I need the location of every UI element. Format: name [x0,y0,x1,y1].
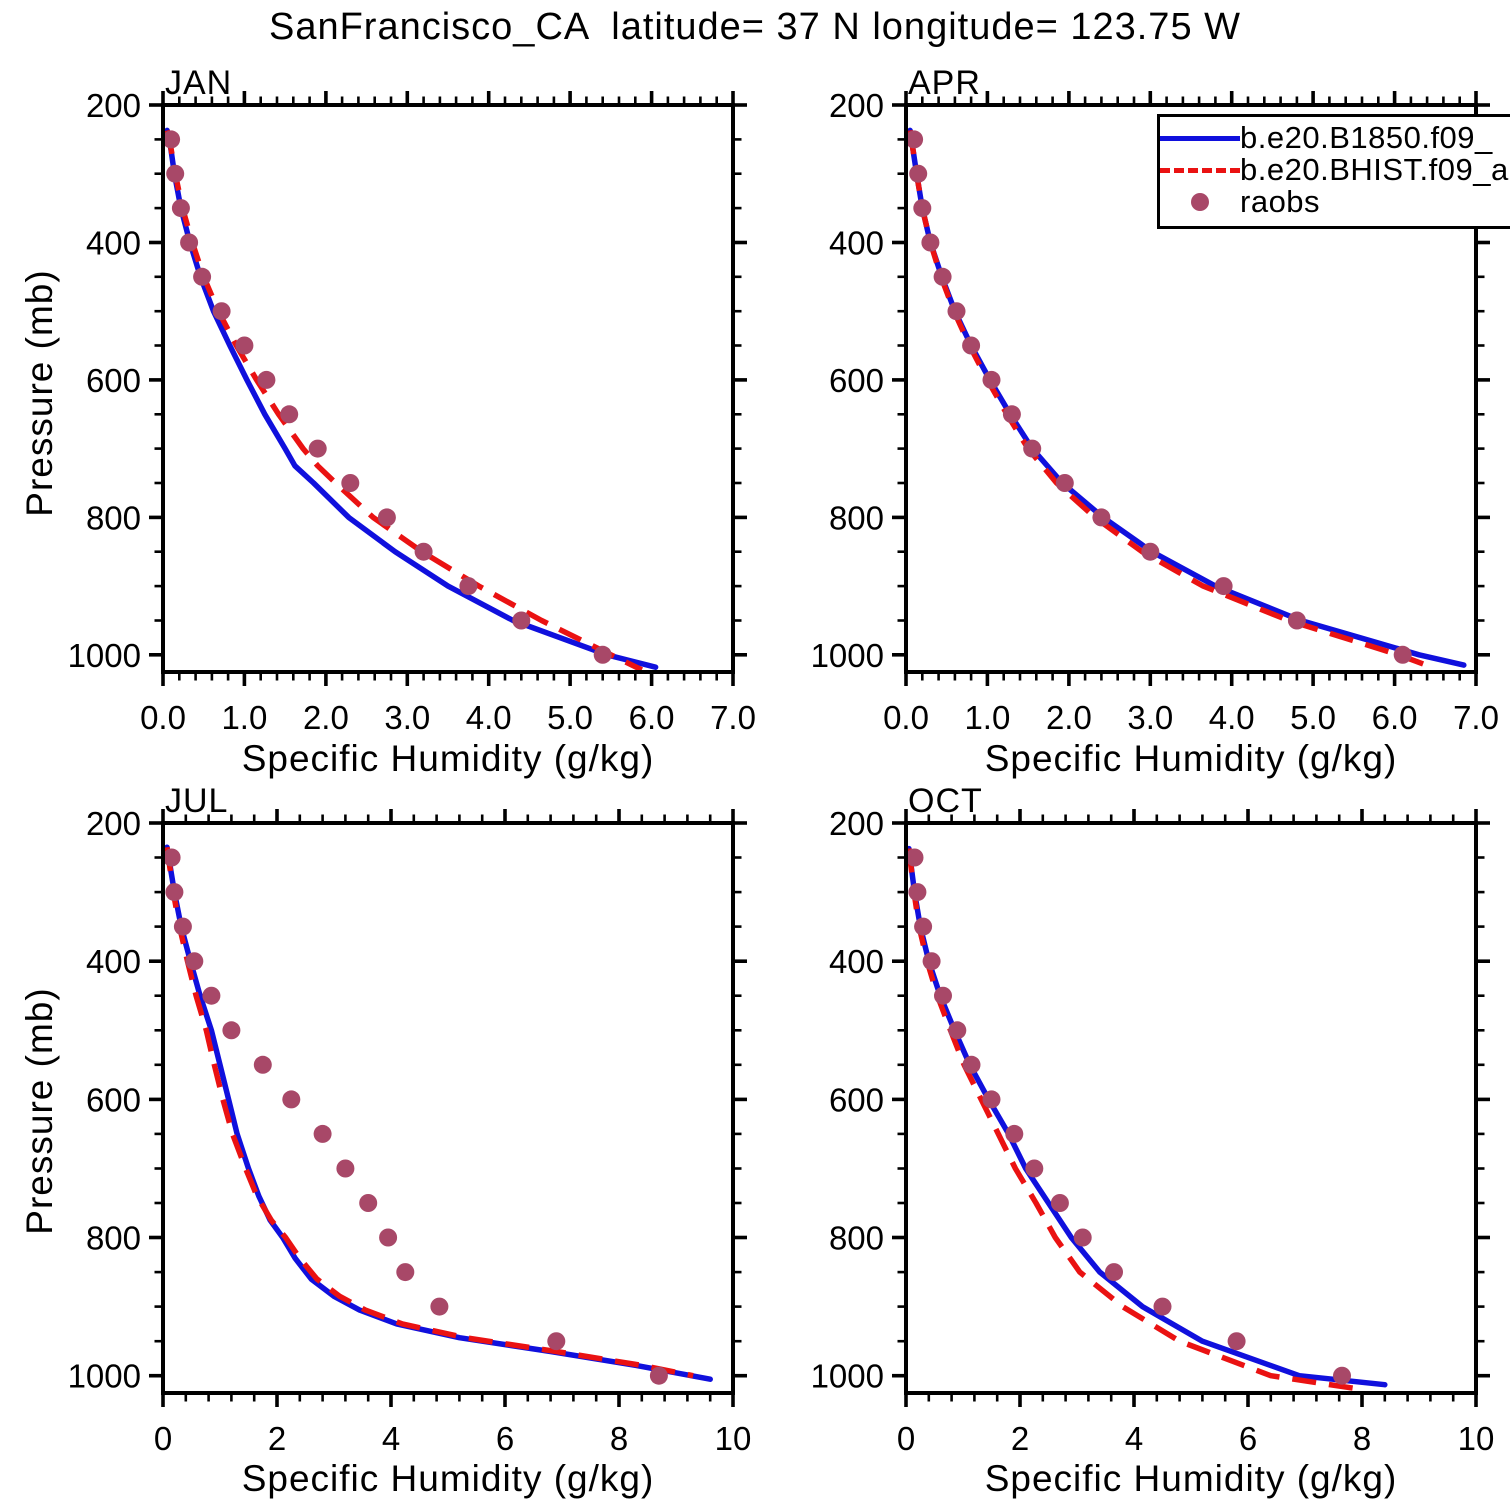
svg-text:7.0: 7.0 [710,699,756,736]
svg-text:600: 600 [829,1081,884,1118]
svg-text:1.0: 1.0 [221,699,267,736]
svg-text:800: 800 [86,1220,141,1257]
svg-text:2: 2 [268,1420,286,1457]
svg-text:8: 8 [610,1420,628,1457]
svg-text:200: 200 [86,87,141,124]
svg-text:5.0: 5.0 [547,699,593,736]
svg-text:200: 200 [829,805,884,842]
svg-text:1000: 1000 [68,1358,141,1395]
svg-text:0.0: 0.0 [140,699,186,736]
svg-text:200: 200 [829,87,884,124]
svg-text:800: 800 [86,499,141,536]
svg-text:2.0: 2.0 [303,699,349,736]
svg-text:3.0: 3.0 [1127,699,1173,736]
svg-text:6.0: 6.0 [629,699,675,736]
svg-text:1000: 1000 [68,637,141,674]
svg-text:600: 600 [829,362,884,399]
svg-text:7.0: 7.0 [1453,699,1499,736]
svg-text:8: 8 [1353,1420,1371,1457]
svg-text:400: 400 [86,225,141,262]
x-axis-title-apr: Specific Humidity (g/kg) [984,738,1398,779]
legend-entry-b1850: b.e20.B1850.f09_ [1160,120,1510,155]
panel-title-apr: APR [908,64,981,102]
figure-title: SanFrancisco_CA latitude= 37 N longitude… [268,6,1242,48]
svg-text:4.0: 4.0 [1209,699,1255,736]
svg-text:400: 400 [829,225,884,262]
svg-text:2.0: 2.0 [1046,699,1092,736]
legend: b.e20.B1850.f09_ b.e20.BHIST.f09_a raobs [1157,114,1510,229]
svg-text:1.0: 1.0 [964,699,1010,736]
svg-text:10: 10 [1458,1420,1495,1457]
raobs-dot-swatch [1160,193,1240,211]
legend-label-bhist: b.e20.BHIST.f09_a [1240,152,1509,187]
panel-title-jan: JAN [165,64,233,102]
svg-text:6: 6 [496,1420,514,1457]
svg-text:400: 400 [829,943,884,980]
svg-text:600: 600 [86,362,141,399]
svg-text:800: 800 [829,499,884,536]
b1850-line-swatch [1160,135,1240,141]
panel-title-jul: JUL [165,782,229,820]
svg-text:6: 6 [1239,1420,1257,1457]
svg-text:400: 400 [86,943,141,980]
svg-text:0.0: 0.0 [883,699,929,736]
svg-text:4: 4 [382,1420,400,1457]
panel-title-oct: OCT [908,782,983,820]
legend-label-raobs: raobs [1240,184,1321,219]
svg-text:4.0: 4.0 [466,699,512,736]
svg-text:10: 10 [715,1420,752,1457]
legend-label-b1850: b.e20.B1850.f09_ [1240,120,1493,155]
svg-text:0: 0 [154,1420,172,1457]
svg-text:800: 800 [829,1220,884,1257]
svg-text:4: 4 [1125,1420,1143,1457]
x-axis-title-oct: Specific Humidity (g/kg) [984,1458,1398,1499]
legend-entry-raobs: raobs [1160,184,1510,219]
legend-entry-bhist: b.e20.BHIST.f09_a [1160,152,1510,187]
svg-text:6.0: 6.0 [1372,699,1418,736]
svg-text:200: 200 [86,805,141,842]
svg-text:1000: 1000 [811,637,884,674]
bhist-dashed-line-swatch [1160,167,1240,173]
x-axis-title-jul: Specific Humidity (g/kg) [241,1458,655,1499]
x-axis-title-jan: Specific Humidity (g/kg) [241,738,655,779]
svg-text:5.0: 5.0 [1290,699,1336,736]
svg-text:1000: 1000 [811,1358,884,1395]
svg-text:0: 0 [897,1420,915,1457]
svg-text:600: 600 [86,1081,141,1118]
svg-text:3.0: 3.0 [384,699,430,736]
svg-text:2: 2 [1011,1420,1029,1457]
